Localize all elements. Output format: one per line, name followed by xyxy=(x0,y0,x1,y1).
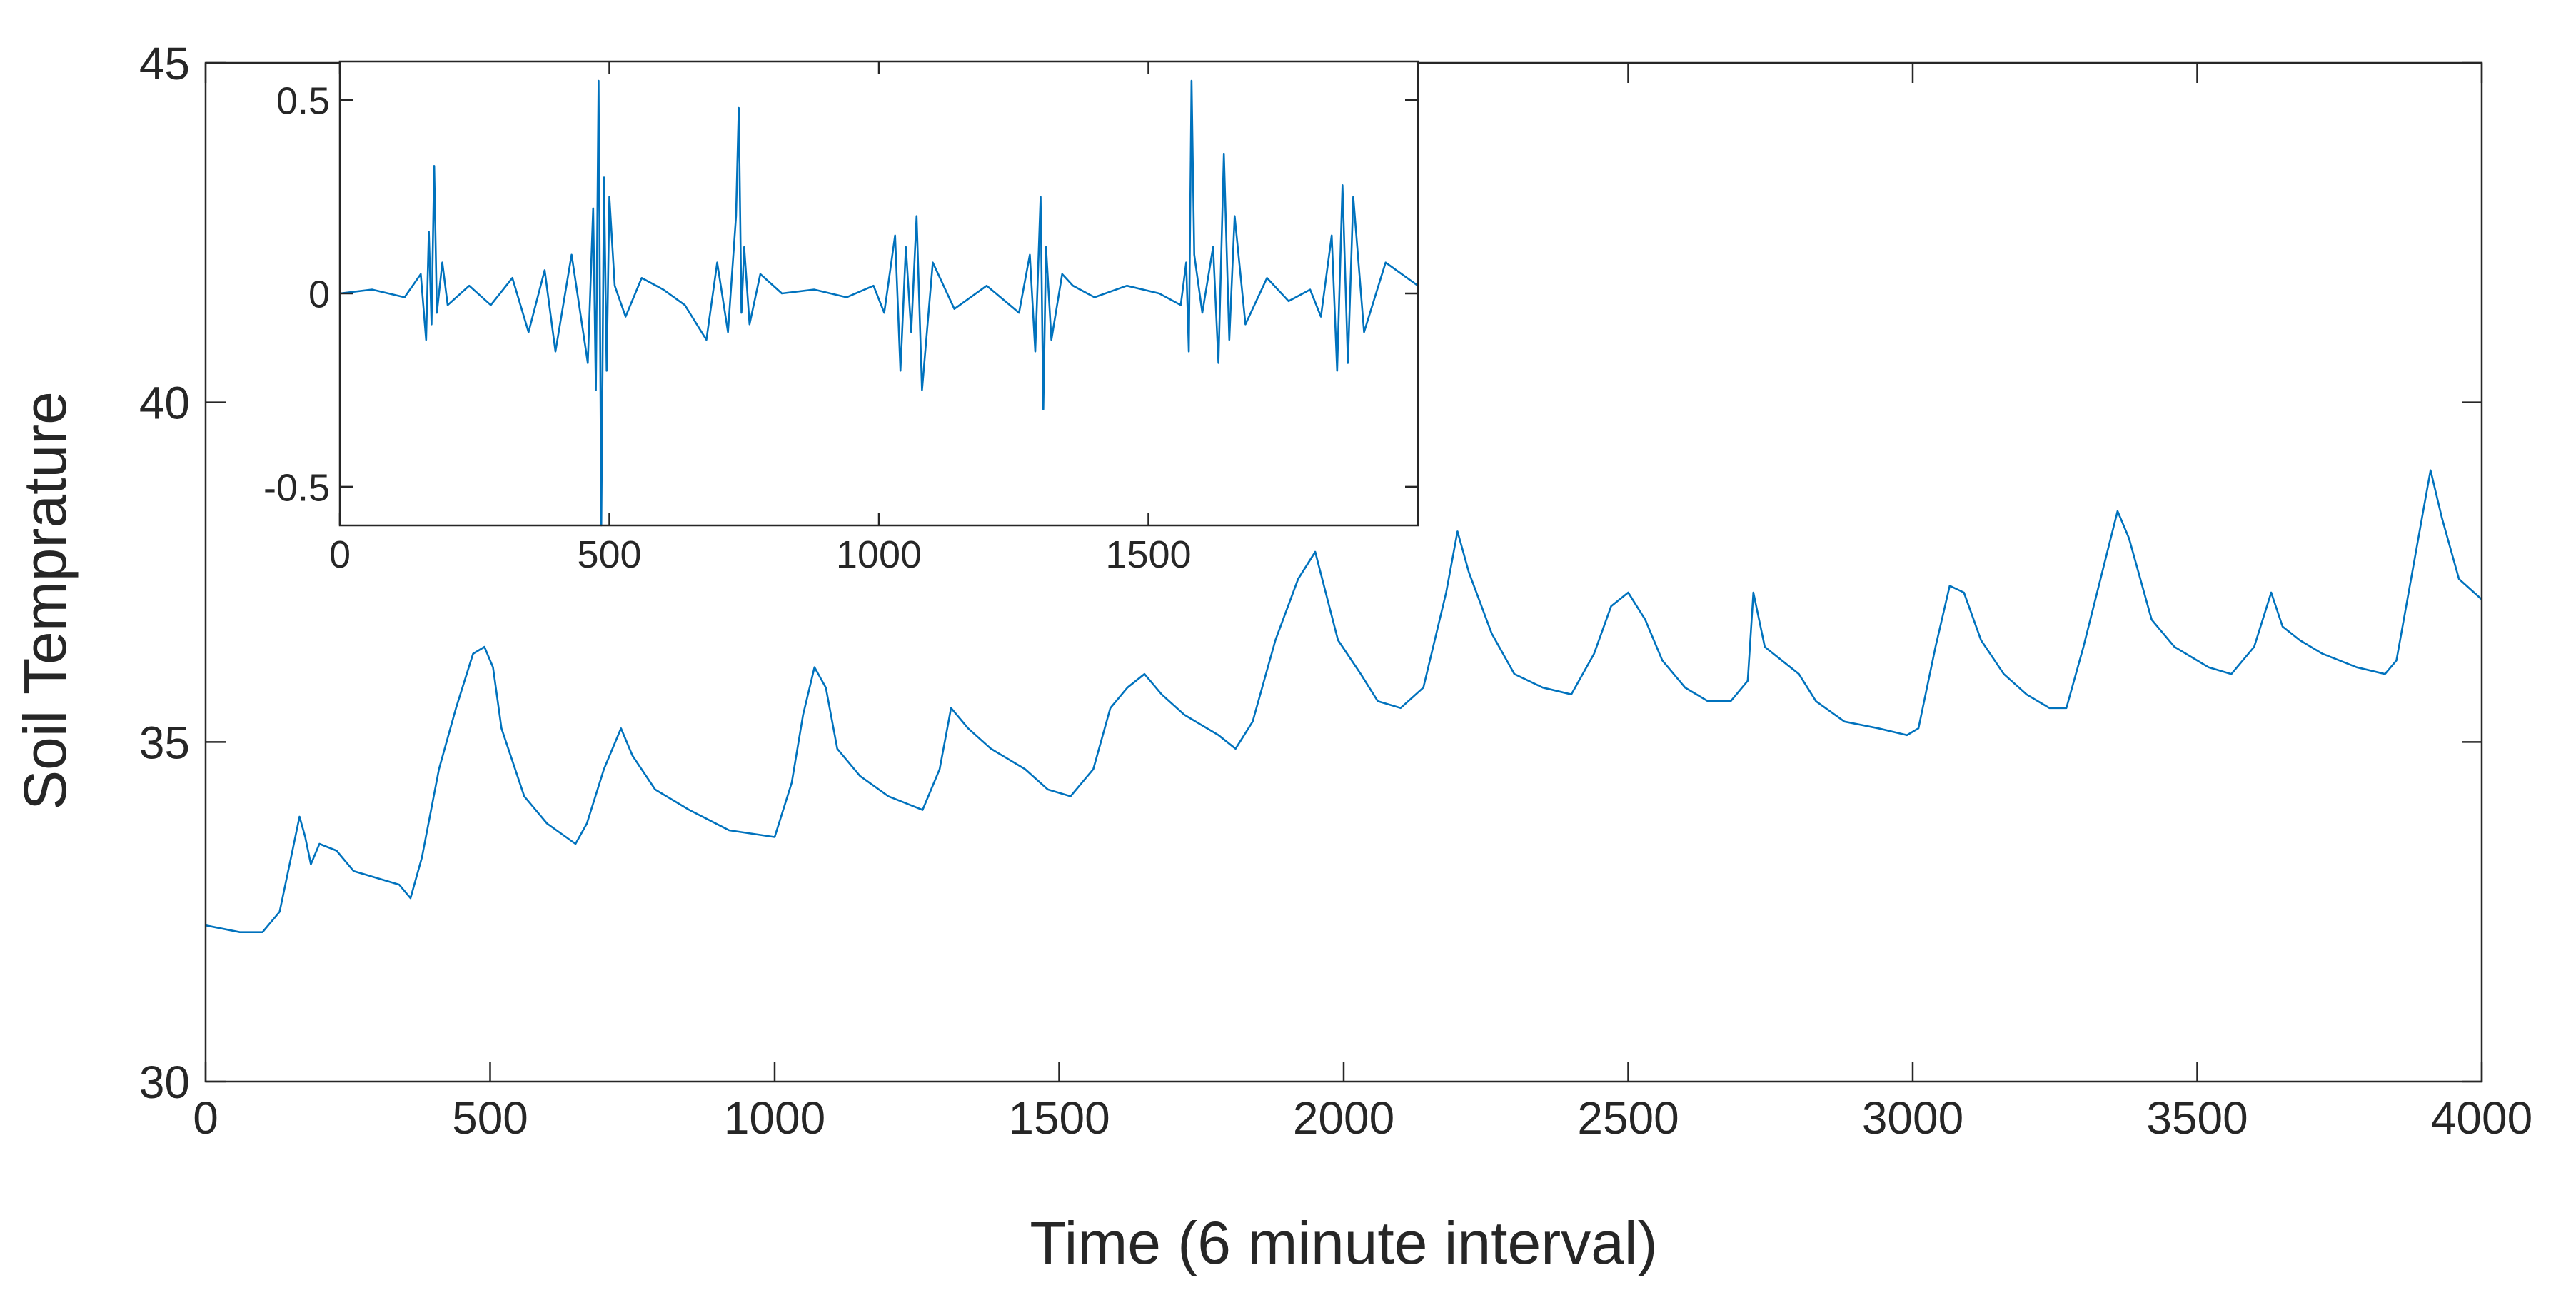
main-x-tick-label: 0 xyxy=(193,1092,218,1144)
main-y-axis-title: Soil Temprature xyxy=(11,391,79,810)
inset-y-tick-label: 0.5 xyxy=(276,80,330,123)
inset-x-tick-label: 1500 xyxy=(1105,533,1191,576)
main-x-tick-label: 1000 xyxy=(724,1092,825,1144)
main-y-tick-label: 30 xyxy=(139,1057,190,1108)
inset-x-tick-label: 0 xyxy=(329,533,351,576)
main-x-tick-label: 2500 xyxy=(1577,1092,1679,1144)
main-x-tick-label: 3500 xyxy=(2146,1092,2248,1144)
main-x-tick-label: 4000 xyxy=(2431,1092,2532,1144)
inset-x-tick-label: 1000 xyxy=(836,533,922,576)
main-x-axis-title: Time (6 minute interval) xyxy=(1030,1209,1657,1276)
inset-x-tick-label: 500 xyxy=(577,533,641,576)
main-x-tick-label: 1500 xyxy=(1008,1092,1110,1144)
main-y-tick-label: 45 xyxy=(139,38,190,89)
main-x-tick-label: 500 xyxy=(452,1092,528,1144)
main-series-line-0 xyxy=(205,469,2482,933)
inset-y-tick-label: -0.5 xyxy=(263,466,330,509)
inset-y-tick-label: 0 xyxy=(308,273,330,316)
main-x-tick-label: 3000 xyxy=(1862,1092,1963,1144)
main-y-tick-label: 35 xyxy=(139,717,190,768)
inset-series-line-0 xyxy=(339,79,1419,527)
inset-plot-area xyxy=(340,61,1418,525)
main-y-tick-label: 40 xyxy=(139,378,190,429)
main-x-tick-label: 2000 xyxy=(1293,1092,1394,1144)
